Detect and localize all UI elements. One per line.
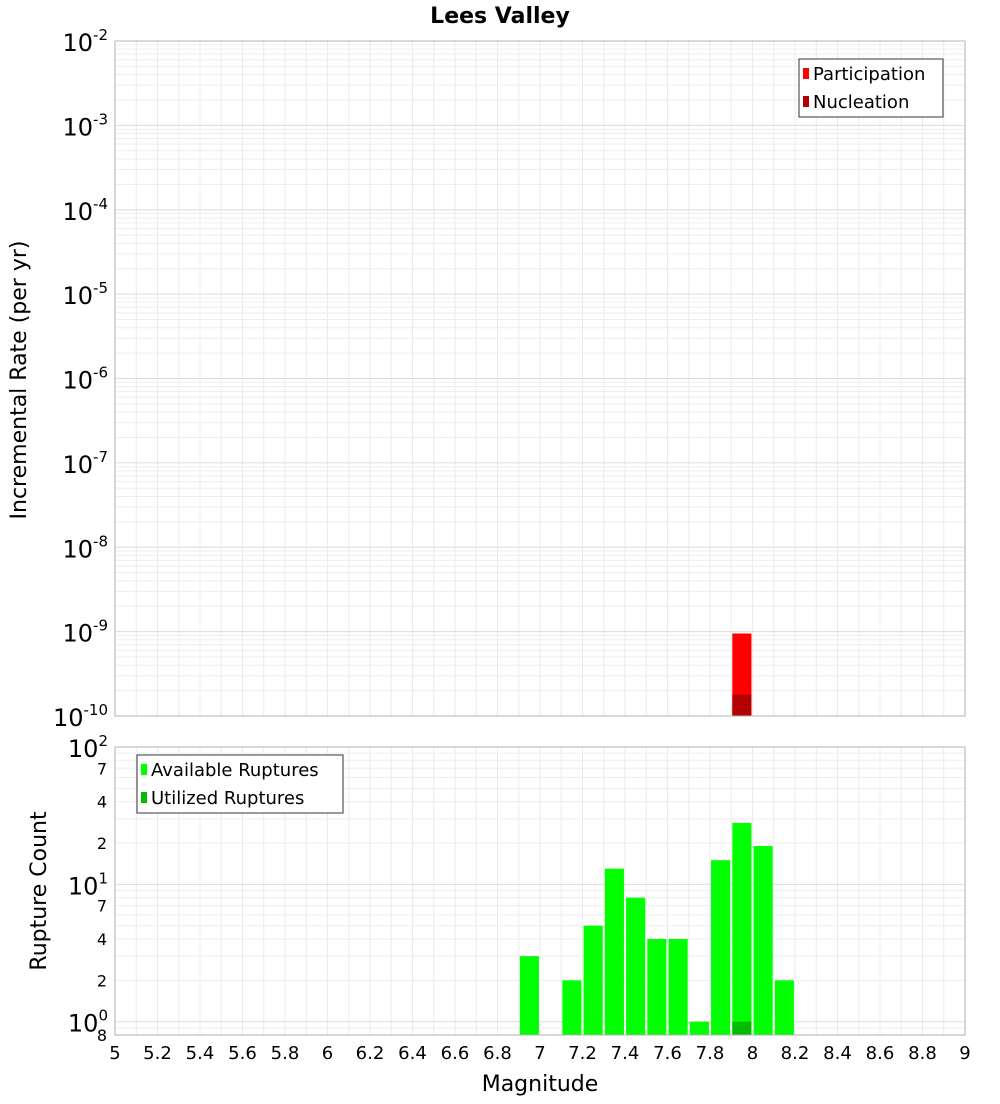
top-y-tick-exp: -5 bbox=[93, 279, 108, 297]
bottom-y-tick-base: 10 bbox=[68, 735, 99, 763]
bottom-y-tick-base: 10 bbox=[68, 872, 99, 900]
top-y-tick-base: 10 bbox=[62, 198, 93, 226]
bottom-y-tick-exp: 2 bbox=[98, 732, 108, 750]
x-axis-label: Magnitude bbox=[482, 1072, 599, 1097]
x-tick-label: 5.2 bbox=[143, 1043, 172, 1064]
bar-available-ruptures bbox=[668, 939, 688, 1035]
bottom-legend-swatch bbox=[141, 792, 147, 803]
x-tick-label: 7.2 bbox=[568, 1043, 597, 1064]
bottom-y-tick-exp: 0 bbox=[98, 1007, 108, 1025]
x-tick-label: 8.6 bbox=[866, 1043, 895, 1064]
top-legend-label: Participation bbox=[813, 64, 925, 85]
bar-available-ruptures bbox=[604, 868, 624, 1035]
top-y-tick-label: 10-5 bbox=[62, 279, 108, 310]
bottom-y-minor-tick-label: 7 bbox=[97, 897, 107, 916]
bottom-y-minor-tick-label: 8 bbox=[97, 1026, 107, 1045]
x-tick-label: 6 bbox=[322, 1043, 333, 1064]
x-tick-label: 5 bbox=[109, 1043, 120, 1064]
top-y-tick-exp: -10 bbox=[84, 701, 109, 719]
top-grid bbox=[114, 41, 966, 717]
top-y-axis-label: Incremental Rate (per yr) bbox=[7, 241, 32, 520]
bottom-plot-frame bbox=[114, 746, 966, 1036]
bottom-y-minor-tick-label: 4 bbox=[97, 930, 107, 949]
bar-available-ruptures bbox=[753, 846, 773, 1035]
bottom-y-minor-tick-label: 7 bbox=[97, 759, 107, 778]
x-tick-label: 8.2 bbox=[781, 1043, 810, 1064]
bottom-legend-swatch bbox=[141, 764, 147, 775]
x-tick-label: 6.2 bbox=[356, 1043, 385, 1064]
top-y-tick-label: 10-2 bbox=[62, 26, 108, 57]
top-legend-label: Nucleation bbox=[813, 92, 909, 113]
bottom-y-tick-label: 101 bbox=[68, 869, 108, 900]
top-y-tick-exp: -3 bbox=[93, 110, 108, 128]
top-legend-swatch bbox=[803, 68, 809, 79]
chart-title: Lees Valley bbox=[430, 4, 570, 29]
x-tick-label: 6.8 bbox=[483, 1043, 512, 1064]
top-y-tick-label: 10-3 bbox=[62, 110, 108, 141]
bar-available-ruptures bbox=[711, 860, 731, 1035]
bottom-y-minor-tick-label: 4 bbox=[97, 793, 107, 812]
x-tick-label: 8.4 bbox=[823, 1043, 852, 1064]
bar-available-ruptures bbox=[774, 980, 794, 1035]
bottom-y-tick-label: 102 bbox=[68, 732, 108, 763]
bar-nucleation bbox=[732, 694, 752, 716]
bottom-y-tick-exp: 1 bbox=[98, 869, 108, 887]
bar-utilized-ruptures bbox=[732, 1021, 752, 1035]
top-y-tick-label: 10-10 bbox=[53, 701, 108, 732]
x-tick-label: 7.8 bbox=[696, 1043, 725, 1064]
bottom-legend-label: Available Ruptures bbox=[151, 760, 319, 781]
top-y-tick-exp: -4 bbox=[93, 195, 108, 213]
top-y-tick-base: 10 bbox=[62, 367, 93, 395]
bar-available-ruptures bbox=[583, 925, 603, 1035]
top-y-tick-base: 10 bbox=[62, 535, 93, 563]
x-tick-label: 5.8 bbox=[271, 1043, 300, 1064]
x-tick-label: 6.6 bbox=[441, 1043, 470, 1064]
top-legend: Participation Nucleation bbox=[798, 58, 944, 118]
x-tick-label: 5.4 bbox=[186, 1043, 215, 1064]
top-y-tick-base: 10 bbox=[62, 620, 93, 648]
bar-available-ruptures bbox=[562, 980, 582, 1035]
bottom-y-minor-tick-label: 2 bbox=[97, 834, 107, 853]
bottom-legend-box bbox=[136, 754, 344, 814]
bar-available-ruptures bbox=[689, 1021, 709, 1035]
x-tick-label: 9 bbox=[959, 1043, 970, 1064]
top-y-tick-label: 10-7 bbox=[62, 448, 108, 479]
top-y-tick-label: 10-6 bbox=[62, 364, 108, 395]
x-tick-label: 5.6 bbox=[228, 1043, 257, 1064]
top-y-tick-exp: -2 bbox=[93, 26, 108, 44]
top-y-tick-label: 10-9 bbox=[62, 617, 108, 648]
top-y-tick-base: 10 bbox=[62, 282, 93, 310]
top-legend-box bbox=[798, 58, 944, 118]
top-y-tick-base: 10 bbox=[62, 113, 93, 141]
top-y-tick-exp: -8 bbox=[93, 532, 108, 550]
bar-available-ruptures bbox=[647, 939, 667, 1035]
bottom-legend: Available Ruptures Utilized Ruptures bbox=[136, 754, 344, 814]
top-y-tick-exp: -6 bbox=[93, 364, 108, 382]
x-tick-label: 8.8 bbox=[908, 1043, 937, 1064]
top-legend-swatch bbox=[803, 96, 809, 107]
top-y-tick-base: 10 bbox=[62, 451, 93, 479]
top-y-tick-exp: -9 bbox=[93, 617, 108, 635]
top-y-tick-exp: -7 bbox=[93, 448, 108, 466]
bottom-y-axis-label: Rupture Count bbox=[27, 811, 52, 971]
x-tick-label: 7.4 bbox=[611, 1043, 640, 1064]
x-tick-label: 7 bbox=[534, 1043, 545, 1064]
bar-available-ruptures bbox=[626, 897, 646, 1035]
top-plot-frame bbox=[114, 40, 966, 717]
bar-available-ruptures bbox=[732, 822, 752, 1035]
bar-available-ruptures bbox=[519, 956, 539, 1035]
x-tick-label: 8 bbox=[747, 1043, 758, 1064]
top-y-tick-label: 10-8 bbox=[62, 532, 108, 563]
x-tick-label: 6.4 bbox=[398, 1043, 427, 1064]
x-tick-label: 7.6 bbox=[653, 1043, 682, 1064]
bottom-y-minor-tick-label: 2 bbox=[97, 971, 107, 990]
top-y-tick-base: 10 bbox=[62, 29, 93, 57]
top-y-tick-label: 10-4 bbox=[62, 195, 108, 226]
top-y-tick-base: 10 bbox=[53, 704, 84, 732]
bottom-y-tick-label: 100 bbox=[68, 1007, 108, 1038]
bottom-legend-label: Utilized Ruptures bbox=[151, 788, 304, 809]
bottom-y-tick-base: 10 bbox=[68, 1010, 99, 1038]
